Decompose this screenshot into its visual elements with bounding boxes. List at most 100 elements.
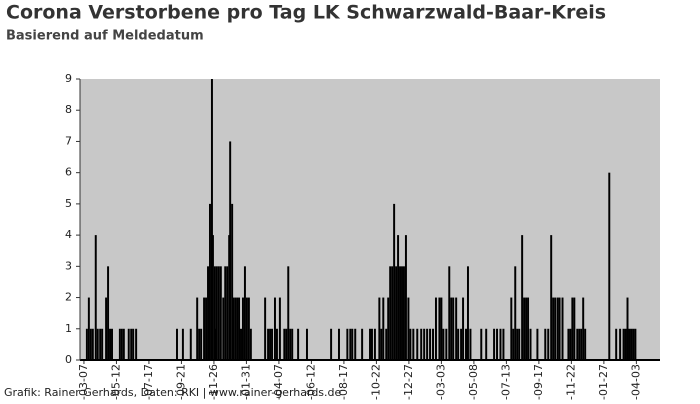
bar <box>536 328 539 360</box>
bar <box>234 297 237 360</box>
bar <box>380 328 383 360</box>
bar <box>442 328 445 360</box>
bar <box>207 266 209 360</box>
y-tick-label: 4 <box>65 228 72 241</box>
x-tick-label: -06-12 <box>304 364 317 400</box>
bar <box>130 328 133 360</box>
bar <box>634 328 637 360</box>
bar <box>496 328 499 360</box>
x-tick-label: -07-17 <box>142 364 155 400</box>
bar <box>236 297 239 360</box>
bar <box>402 266 405 360</box>
bar <box>283 328 286 360</box>
bar <box>457 328 460 360</box>
bar <box>278 297 281 360</box>
bar <box>615 328 618 360</box>
bar <box>305 328 308 360</box>
bar <box>205 297 208 360</box>
bar <box>96 328 99 360</box>
bar <box>361 328 364 360</box>
bar <box>582 297 585 360</box>
y-tick-label: 1 <box>65 322 72 335</box>
bar <box>122 328 125 360</box>
bar <box>397 235 400 360</box>
bar <box>516 328 519 360</box>
bar <box>544 328 547 360</box>
bar <box>429 328 432 360</box>
bar <box>389 266 392 360</box>
bar <box>238 297 241 360</box>
bar <box>385 328 388 360</box>
bar <box>619 328 622 360</box>
bar <box>203 297 206 360</box>
bar <box>466 266 469 360</box>
bar <box>523 297 526 360</box>
bar <box>181 328 184 360</box>
y-tick-label: 7 <box>65 134 72 147</box>
bar <box>525 297 528 360</box>
bar <box>432 328 435 360</box>
bar <box>485 328 488 360</box>
bar <box>243 266 246 360</box>
bar <box>285 328 288 360</box>
bar <box>245 297 248 360</box>
x-tick-label: -09-17 <box>532 364 545 400</box>
bar <box>626 297 629 360</box>
bar <box>578 328 581 360</box>
bar <box>224 266 227 360</box>
bar <box>120 328 123 360</box>
bar <box>465 328 467 360</box>
bar <box>127 328 130 360</box>
y-tick-label: 3 <box>65 259 72 272</box>
chart-title: Corona Verstorbene pro Tag LK Schwarzwal… <box>6 2 606 24</box>
bar <box>416 328 419 360</box>
y-tick-label: 6 <box>65 166 72 179</box>
bar <box>426 328 429 360</box>
bar <box>455 297 458 360</box>
bar <box>550 235 553 360</box>
x-tick-label: -05-12 <box>109 364 122 400</box>
bar <box>107 266 110 360</box>
bar <box>208 203 211 360</box>
x-tick-label: -04-03 <box>629 364 642 400</box>
bar <box>469 328 472 360</box>
plot-area: 0 1 2 3 4 5 6 7 8 9 -03-07 -05-12 -07-17 -09-21 -11-26… <box>65 72 660 400</box>
bar <box>518 328 521 360</box>
x-tick-label: -11-26 <box>207 364 220 400</box>
bar <box>420 328 423 360</box>
bar <box>378 297 381 360</box>
bar <box>608 172 611 360</box>
bar <box>512 328 515 360</box>
bar <box>210 79 213 360</box>
bar <box>349 328 352 360</box>
bar <box>94 235 97 360</box>
bar <box>438 297 441 360</box>
bar <box>346 328 349 360</box>
bar <box>105 297 108 360</box>
bar <box>249 328 252 360</box>
bar <box>412 328 415 360</box>
y-tick-label: 5 <box>65 197 72 210</box>
bar <box>554 297 557 360</box>
bar <box>584 328 587 360</box>
bar <box>226 266 229 360</box>
bar <box>628 328 631 360</box>
bar <box>624 328 627 360</box>
bar <box>132 328 135 360</box>
y-tick-label: 9 <box>65 72 72 85</box>
bar <box>576 328 579 360</box>
x-tick-label: -01-31 <box>239 364 252 400</box>
bar <box>219 266 222 360</box>
bar <box>211 235 214 360</box>
bar <box>552 297 555 360</box>
bar <box>514 266 517 360</box>
bar <box>289 328 292 360</box>
bar <box>369 328 371 360</box>
bar <box>240 328 242 360</box>
bar <box>273 297 276 360</box>
x-tick-label: -12-27 <box>402 364 415 400</box>
bar <box>275 328 278 360</box>
bar <box>573 297 576 360</box>
bar <box>109 328 112 360</box>
bar <box>196 297 199 360</box>
